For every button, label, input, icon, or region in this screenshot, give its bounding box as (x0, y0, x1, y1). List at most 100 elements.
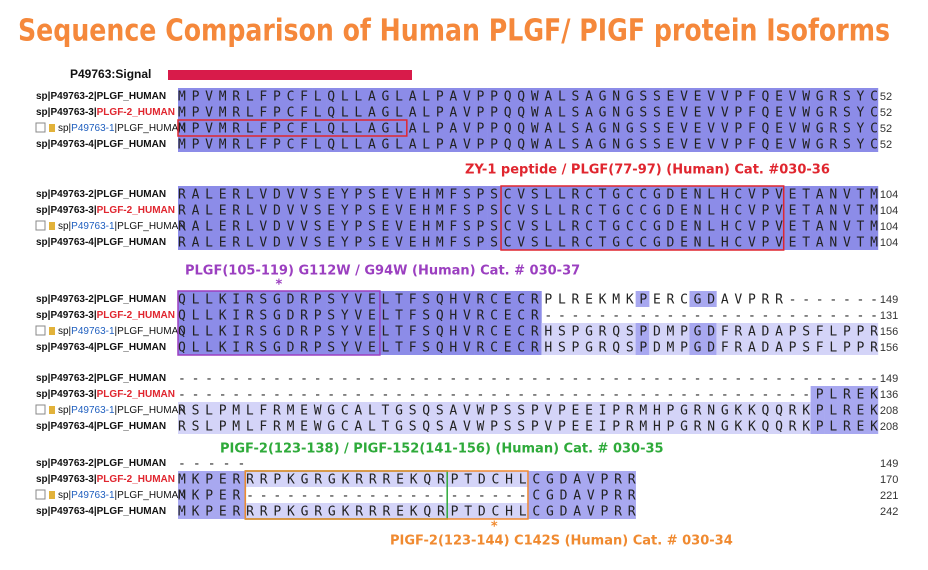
sequence-name: sp|P49763-3|PLGF-2_HUMAN (36, 474, 175, 485)
residue-shade (474, 120, 488, 136)
residue-shade (851, 120, 865, 136)
residue-shade (864, 218, 879, 234)
page-title: Sequence Comparison of Human PLGF/ PIGF … (18, 14, 890, 49)
name-part: |PLGF_HUMAN (115, 326, 186, 337)
residue-shade (285, 136, 300, 152)
residue-shade (487, 218, 502, 234)
residue-shade (326, 339, 340, 355)
residue-shade (258, 186, 273, 202)
residue-shade (810, 186, 825, 202)
residue-shade (622, 104, 636, 120)
residue-shade (326, 104, 340, 120)
residue-shade (352, 291, 367, 307)
checkbox[interactable] (35, 220, 46, 231)
residue-shade (622, 487, 636, 503)
residue-shade (743, 418, 758, 434)
residue-shade (218, 88, 233, 104)
residue-shade (608, 120, 623, 136)
residue-shade (285, 120, 300, 136)
residue-shade (258, 402, 273, 418)
residue-shade (541, 234, 556, 250)
residue-shade (352, 120, 367, 136)
residue-shade (191, 471, 206, 487)
residue-shade (312, 234, 327, 250)
residue-shade (339, 418, 354, 434)
residue-shade (756, 202, 771, 218)
residue-shade (420, 234, 435, 250)
residue-shade (178, 402, 192, 418)
residue-shade (541, 487, 556, 503)
residue-shade (595, 503, 610, 519)
checkbox[interactable] (35, 122, 46, 133)
residue-shade (595, 487, 610, 503)
residue-shade (366, 104, 381, 120)
residue-shade (689, 323, 704, 339)
sequence: ----------------------------------------… (178, 372, 878, 387)
sequence-name: sp|P49763-1|PLGF_HUMAN (58, 490, 186, 501)
name-part: sp|P49763-4|PLGF_HUMAN (36, 421, 166, 432)
residue-shade (581, 186, 596, 202)
residue-shade (554, 402, 569, 418)
residue-shade (191, 339, 206, 355)
residue-shade (299, 88, 313, 104)
checkbox[interactable] (35, 325, 46, 336)
residue-shade (339, 136, 354, 152)
residue-shade (622, 503, 636, 519)
residue-shade (864, 104, 879, 120)
residue-shade (743, 402, 758, 418)
checkbox[interactable] (35, 404, 46, 415)
residue-shade (756, 88, 771, 104)
name-part: PLGF-2_HUMAN (97, 205, 175, 216)
residue-shade (191, 202, 206, 218)
residue-shade (204, 503, 219, 519)
residue-shade (272, 234, 286, 250)
residue-shade (352, 202, 367, 218)
residue-shade (204, 418, 219, 434)
residue-shade (554, 202, 569, 218)
residue-shade (406, 503, 421, 519)
residue-shade (339, 291, 354, 307)
residue-shade (743, 120, 758, 136)
name-part: sp|P49763-2|PLGF_HUMAN (36, 189, 166, 200)
residue-shade (218, 307, 233, 323)
residue-shade (568, 418, 583, 434)
residue-shade (366, 120, 381, 136)
name-part: sp|P49763-3| (36, 205, 97, 216)
residue-shade (447, 218, 461, 234)
residue-shade (702, 323, 717, 339)
end-position: 52 (880, 123, 892, 135)
annotation: ZY-1 peptide / PLGF(77-97) (Human) Cat. … (465, 163, 830, 178)
checkbox[interactable] (35, 489, 46, 500)
residue-shade (258, 88, 273, 104)
residue-shade (514, 503, 529, 519)
residue-shade (447, 234, 461, 250)
residue-shade (231, 503, 246, 519)
residue-shade (851, 234, 865, 250)
residue-shade (595, 323, 610, 339)
residue-shade (622, 218, 636, 234)
residue-shade (299, 503, 313, 519)
residue-shade (527, 339, 542, 355)
residue-shade (514, 202, 529, 218)
name-part: |PLGF_HUMAN (115, 221, 186, 232)
residue-shade (514, 323, 529, 339)
residue-shade (178, 339, 192, 355)
name-part: sp|P49763-4|PLGF_HUMAN (36, 506, 166, 517)
residue-shade (379, 234, 394, 250)
residue-shade (608, 339, 623, 355)
residue-shade (501, 402, 515, 418)
name-part: sp| (58, 490, 71, 501)
residue-shade (406, 402, 421, 418)
residue-shade (608, 136, 623, 152)
residue-shade (770, 104, 784, 120)
residue-shade (433, 120, 448, 136)
residue-shade (716, 202, 731, 218)
residue-shade (501, 307, 515, 323)
residue-shade (662, 88, 677, 104)
residue-shade (622, 120, 636, 136)
residue-shade (676, 186, 690, 202)
sequence-name: sp|P49763-2|PLGF_HUMAN (36, 458, 166, 469)
residue-shade (204, 88, 219, 104)
residue-shade (447, 88, 461, 104)
residue-shade (272, 291, 286, 307)
